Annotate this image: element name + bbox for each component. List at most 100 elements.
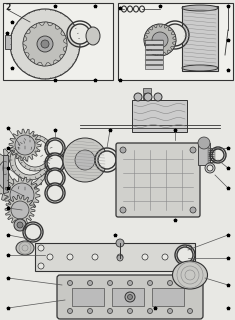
Polygon shape bbox=[144, 24, 176, 56]
Circle shape bbox=[134, 93, 142, 101]
Circle shape bbox=[107, 281, 113, 285]
Polygon shape bbox=[23, 22, 67, 66]
Circle shape bbox=[17, 222, 23, 228]
Bar bbox=[182, 6, 218, 71]
Circle shape bbox=[168, 308, 172, 314]
Bar bbox=[145, 45, 163, 49]
Circle shape bbox=[142, 254, 148, 260]
Circle shape bbox=[21, 139, 49, 167]
Polygon shape bbox=[0, 147, 43, 203]
Circle shape bbox=[17, 135, 53, 171]
Circle shape bbox=[37, 36, 53, 52]
Bar bbox=[145, 65, 163, 69]
Circle shape bbox=[47, 140, 63, 156]
Bar bbox=[118, 3, 233, 80]
Circle shape bbox=[3, 146, 47, 190]
Circle shape bbox=[168, 281, 172, 285]
Circle shape bbox=[148, 308, 153, 314]
Circle shape bbox=[152, 32, 168, 48]
Polygon shape bbox=[9, 129, 41, 161]
Circle shape bbox=[144, 93, 152, 101]
Circle shape bbox=[87, 308, 93, 314]
Circle shape bbox=[47, 254, 53, 260]
Circle shape bbox=[87, 281, 93, 285]
Circle shape bbox=[0, 157, 33, 193]
Ellipse shape bbox=[172, 261, 208, 289]
Circle shape bbox=[47, 185, 63, 201]
Ellipse shape bbox=[182, 5, 218, 11]
Circle shape bbox=[10, 140, 50, 180]
Circle shape bbox=[47, 170, 63, 186]
Circle shape bbox=[164, 24, 186, 46]
Circle shape bbox=[10, 183, 34, 207]
Circle shape bbox=[179, 254, 185, 260]
Polygon shape bbox=[5, 195, 35, 225]
FancyBboxPatch shape bbox=[57, 275, 203, 319]
Circle shape bbox=[70, 24, 90, 44]
Circle shape bbox=[75, 150, 95, 170]
Bar bbox=[3, 3, 113, 80]
Circle shape bbox=[92, 254, 98, 260]
Circle shape bbox=[67, 281, 73, 285]
Circle shape bbox=[67, 308, 73, 314]
Circle shape bbox=[120, 207, 126, 213]
Bar bbox=[145, 60, 163, 64]
Circle shape bbox=[63, 138, 107, 182]
Circle shape bbox=[128, 308, 133, 314]
Circle shape bbox=[120, 147, 126, 153]
Circle shape bbox=[11, 201, 29, 219]
Circle shape bbox=[67, 254, 73, 260]
Circle shape bbox=[7, 167, 23, 183]
Ellipse shape bbox=[86, 27, 100, 45]
Text: 2: 2 bbox=[5, 3, 10, 12]
Circle shape bbox=[15, 135, 35, 155]
Circle shape bbox=[205, 163, 215, 173]
FancyBboxPatch shape bbox=[116, 143, 200, 217]
Circle shape bbox=[154, 93, 162, 101]
Circle shape bbox=[212, 149, 224, 161]
Bar bbox=[145, 55, 163, 59]
Circle shape bbox=[177, 247, 193, 263]
Bar bbox=[143, 100, 151, 105]
Bar bbox=[72, 288, 104, 306]
Circle shape bbox=[38, 263, 44, 269]
Ellipse shape bbox=[182, 65, 218, 71]
Circle shape bbox=[116, 239, 124, 247]
Bar bbox=[143, 88, 151, 93]
Bar bbox=[35, 243, 195, 271]
Circle shape bbox=[15, 145, 45, 175]
Bar bbox=[145, 50, 163, 54]
Circle shape bbox=[8, 151, 42, 185]
Circle shape bbox=[41, 40, 49, 48]
Polygon shape bbox=[4, 177, 40, 213]
Circle shape bbox=[128, 294, 133, 300]
Bar bbox=[145, 40, 163, 44]
Circle shape bbox=[190, 207, 196, 213]
Circle shape bbox=[107, 308, 113, 314]
Circle shape bbox=[47, 155, 63, 171]
Circle shape bbox=[25, 224, 41, 240]
Circle shape bbox=[117, 254, 123, 260]
Circle shape bbox=[186, 245, 192, 251]
Bar bbox=[152, 288, 184, 306]
Circle shape bbox=[148, 281, 153, 285]
Circle shape bbox=[125, 292, 135, 302]
Circle shape bbox=[162, 254, 168, 260]
Circle shape bbox=[38, 245, 44, 251]
Circle shape bbox=[10, 9, 80, 79]
Circle shape bbox=[188, 281, 192, 285]
Circle shape bbox=[14, 219, 26, 231]
Bar bbox=[132, 100, 187, 132]
Bar bbox=[143, 94, 151, 99]
Circle shape bbox=[128, 281, 133, 285]
Circle shape bbox=[144, 24, 176, 56]
Circle shape bbox=[117, 255, 123, 261]
Circle shape bbox=[188, 308, 192, 314]
Ellipse shape bbox=[16, 241, 34, 255]
Circle shape bbox=[186, 263, 192, 269]
Circle shape bbox=[190, 147, 196, 153]
Circle shape bbox=[98, 151, 116, 169]
Bar bbox=[3, 155, 8, 193]
Circle shape bbox=[207, 165, 213, 171]
Circle shape bbox=[198, 137, 210, 149]
